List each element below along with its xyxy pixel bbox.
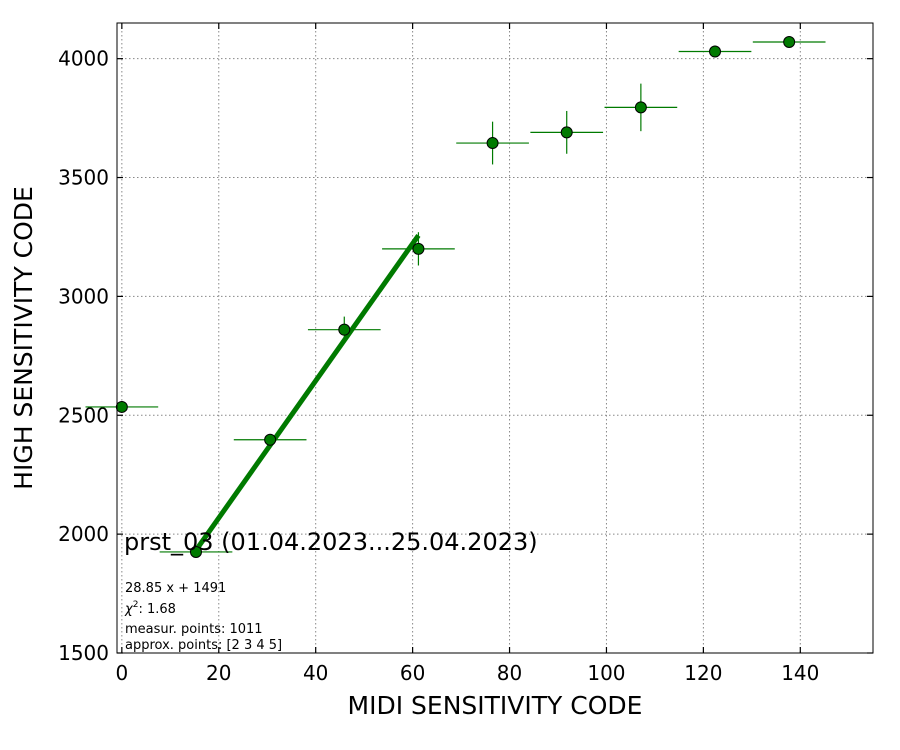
chi2-value: : 1.68 <box>138 602 175 617</box>
x-tick-label: 100 <box>587 661 625 685</box>
x-tick-label: 20 <box>206 661 231 685</box>
chi2-superscript: 2 <box>133 600 139 610</box>
x-axis-title: MIDI SENSITIVITY CODE <box>348 691 643 720</box>
annotation-measured: measur. points: 1011 <box>125 622 263 637</box>
chi2-symbol: χ <box>124 602 134 617</box>
y-tick-label: 1500 <box>58 641 109 665</box>
data-point <box>783 36 796 49</box>
data-point <box>486 137 499 150</box>
y-tick-label: 4000 <box>58 47 109 71</box>
annotation-approx: approx. points: [2 3 4 5] <box>125 638 282 653</box>
annotation-equation: 28.85 x + 1491 <box>125 581 226 596</box>
fit-line <box>193 233 421 552</box>
data-point <box>709 45 722 58</box>
data-point <box>189 545 202 558</box>
ticks: 0 20 40 60 80 100 120 1401500200025003000350040… <box>58 23 873 685</box>
data-point <box>338 323 351 336</box>
y-tick-label: 3500 <box>58 166 109 190</box>
data-points <box>115 36 796 558</box>
x-tick-label: 140 <box>781 661 819 685</box>
x-tick-label: 0 <box>115 661 128 685</box>
y-tick-label: 2000 <box>58 522 109 546</box>
data-point <box>560 126 573 139</box>
x-tick-label: 40 <box>303 661 328 685</box>
x-tick-label: 80 <box>497 661 522 685</box>
y-tick-label: 3000 <box>58 284 109 308</box>
plot-frame <box>116 22 874 654</box>
grid <box>117 23 873 654</box>
error-bars <box>85 39 826 555</box>
x-tick-label: 60 <box>400 661 425 685</box>
data-point <box>264 433 277 446</box>
annotation-title: prst_03 (01.04.2023...25.04.2023) <box>124 528 538 556</box>
data-point <box>412 242 425 255</box>
fit-layer <box>193 233 421 552</box>
data-point <box>634 101 647 114</box>
x-tick-label: 120 <box>684 661 722 685</box>
y-axis-title: HIGH SENSITIVITY CODE <box>9 186 38 490</box>
data-point <box>115 400 128 413</box>
annotation-chi2: χ2: 1.68 <box>124 600 176 617</box>
